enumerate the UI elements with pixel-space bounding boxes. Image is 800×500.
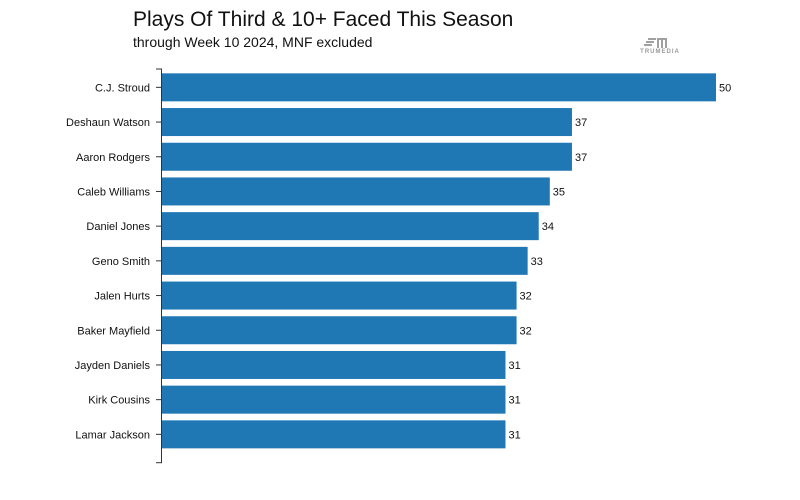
logo-text: TRUMEDIA: [640, 49, 680, 55]
data-label: 35: [553, 186, 565, 198]
trumedia-logo: TRUMEDIA: [630, 36, 690, 58]
data-label: 32: [520, 291, 532, 303]
tick-label: Daniel Jones: [86, 221, 150, 233]
bar: [162, 246, 528, 275]
chart-title: Plays Of Third & 10+ Faced This Season: [133, 8, 514, 31]
y-axis: C.J. Stroud Deshaun Watson Aaron Rodgers Ca…: [66, 68, 162, 464]
bars: 50 37 37 35 34 33 32 32 31 31 31: [162, 73, 731, 449]
tick-label: Baker Mayfield: [77, 325, 150, 337]
bar: [162, 316, 517, 345]
data-label: 31: [508, 360, 520, 372]
bar: [162, 420, 506, 449]
data-label: 31: [508, 429, 520, 441]
tick-label: Aaron Rodgers: [76, 152, 150, 164]
tick-label: Jayden Daniels: [75, 360, 151, 372]
bar: [162, 385, 506, 414]
data-label: 37: [575, 152, 587, 164]
chart-subtitle: through Week 10 2024, MNF excluded: [133, 34, 373, 50]
bar: [162, 142, 572, 171]
bar: [162, 350, 506, 379]
bar: [162, 108, 572, 137]
tick-label: Geno Smith: [92, 256, 150, 268]
tick-label: Lamar Jackson: [75, 429, 150, 441]
trumedia-logo-icon: [644, 38, 667, 48]
tick-label: Caleb Williams: [77, 186, 150, 198]
bar: [162, 73, 716, 102]
data-label: 34: [542, 221, 554, 233]
data-label: 31: [508, 395, 520, 407]
data-label: 33: [531, 256, 543, 268]
bar: [162, 212, 539, 241]
tick-label: C.J. Stroud: [95, 82, 150, 94]
tick-label: Jalen Hurts: [94, 291, 150, 303]
bar: [162, 177, 550, 206]
tick-label: Kirk Cousins: [88, 395, 150, 407]
bar: [162, 281, 517, 310]
tick-label: Deshaun Watson: [66, 117, 150, 129]
data-label: 37: [575, 117, 587, 129]
data-label: 32: [520, 325, 532, 337]
data-label: 50: [719, 82, 731, 94]
